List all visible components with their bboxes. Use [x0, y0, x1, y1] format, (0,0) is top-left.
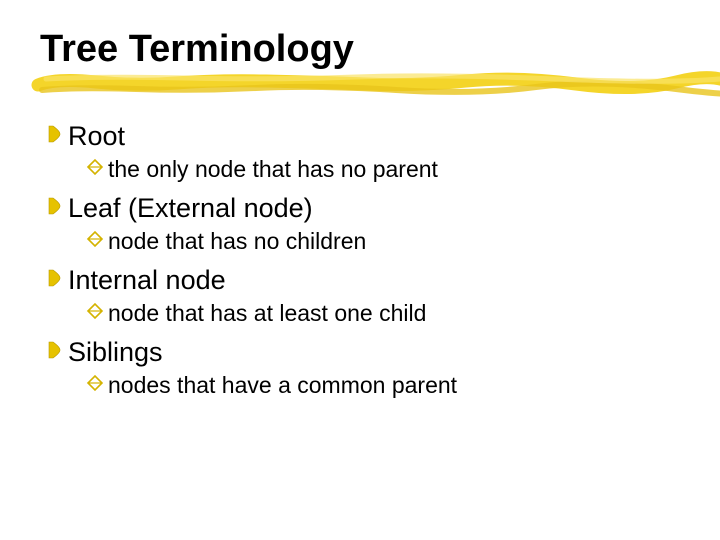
bullet-l1-icon [46, 340, 68, 360]
list-subitem: node that has at least one child [86, 300, 680, 327]
list-item: Internal node [46, 265, 680, 296]
list-subitem-label: node that has no children [108, 228, 366, 255]
bullet-l1-icon [46, 124, 68, 144]
list-item-label: Leaf (External node) [68, 193, 313, 224]
bullet-l2-icon [86, 230, 108, 248]
bullet-l1-icon [46, 196, 68, 216]
list-item-label: Root [68, 121, 125, 152]
bullet-l2-icon [86, 374, 108, 392]
list-item: Leaf (External node) [46, 193, 680, 224]
content-list: Root the only node that has no parent Le… [40, 121, 680, 399]
bullet-l2-icon [86, 302, 108, 320]
list-subitem: nodes that have a common parent [86, 372, 680, 399]
list-subitem-label: the only node that has no parent [108, 156, 438, 183]
list-subitem-label: nodes that have a common parent [108, 372, 457, 399]
bullet-l1-icon [46, 268, 68, 288]
list-item-label: Internal node [68, 265, 226, 296]
bullet-l2-icon [86, 158, 108, 176]
title-underline [40, 73, 680, 95]
list-subitem: node that has no children [86, 228, 680, 255]
list-subitem: the only node that has no parent [86, 156, 680, 183]
slide-title: Tree Terminology [40, 28, 680, 71]
list-subitem-label: node that has at least one child [108, 300, 426, 327]
list-item: Siblings [46, 337, 680, 368]
slide: Tree Terminology Root the [0, 0, 720, 540]
list-item-label: Siblings [68, 337, 163, 368]
list-item: Root [46, 121, 680, 152]
